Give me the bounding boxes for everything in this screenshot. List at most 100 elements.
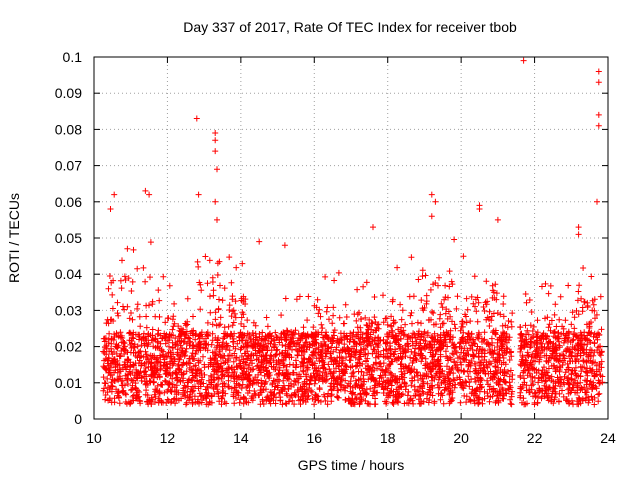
data-point-marker — [286, 371, 293, 378]
data-point-marker — [311, 401, 318, 408]
data-point-marker — [508, 401, 515, 408]
data-point-marker — [475, 299, 482, 306]
data-point-marker — [294, 386, 301, 393]
data-point-marker — [276, 390, 283, 397]
data-point-marker — [289, 346, 295, 353]
data-point-marker — [113, 386, 120, 393]
data-point-marker — [218, 401, 225, 408]
data-point-marker — [212, 316, 219, 323]
data-point-marker — [244, 317, 251, 324]
data-point-marker — [150, 374, 157, 381]
data-point-marker — [179, 347, 185, 354]
data-point-marker — [324, 334, 331, 341]
data-point-marker — [351, 338, 358, 345]
data-point-marker — [240, 293, 247, 300]
data-point-marker — [598, 326, 605, 333]
data-point-marker — [370, 346, 377, 353]
data-point-marker — [402, 321, 409, 328]
data-point-marker — [264, 393, 271, 400]
data-point-marker — [238, 353, 245, 359]
data-point-marker — [236, 399, 243, 406]
data-point-marker — [151, 363, 158, 370]
data-point-marker — [259, 347, 266, 354]
data-point-marker — [142, 278, 149, 285]
data-point-marker — [157, 365, 164, 372]
data-point-marker — [397, 301, 404, 308]
data-point-marker — [115, 312, 122, 319]
data-point-marker — [339, 360, 346, 367]
data-point-marker — [372, 401, 379, 408]
data-point-marker — [365, 366, 372, 372]
data-point-marker — [136, 372, 143, 379]
data-point-marker — [194, 378, 200, 385]
data-point-marker — [313, 355, 320, 362]
data-point-marker — [240, 394, 247, 401]
data-point-marker — [101, 338, 108, 345]
data-point-marker — [106, 330, 113, 337]
data-point-marker — [347, 364, 354, 371]
data-point-marker — [446, 268, 453, 275]
data-point-marker — [226, 384, 232, 391]
y-tick-label: 0.04 — [55, 266, 82, 282]
data-point-marker — [270, 377, 277, 384]
data-point-marker — [316, 375, 323, 382]
chart-title: Day 337 of 2017, Rate Of TEC Index for r… — [183, 19, 517, 35]
data-point-marker — [427, 286, 434, 293]
data-point-marker — [183, 322, 189, 329]
data-point-marker — [221, 324, 228, 331]
data-point-marker — [184, 295, 191, 302]
data-point-marker — [323, 308, 330, 315]
data-point-marker — [334, 393, 340, 400]
data-point-marker — [266, 375, 273, 382]
data-point-marker — [329, 320, 336, 327]
data-point-marker — [467, 318, 474, 325]
data-point-marker — [204, 383, 211, 390]
data-point-marker — [220, 335, 227, 342]
data-point-marker — [358, 394, 365, 401]
data-point-marker — [312, 329, 319, 336]
data-point-marker — [328, 344, 335, 351]
data-point-marker — [155, 330, 162, 337]
data-point-marker — [436, 274, 442, 281]
data-point-marker — [272, 352, 279, 359]
data-point-marker — [147, 274, 153, 281]
data-point-marker — [120, 303, 126, 310]
data-point-marker — [164, 396, 171, 403]
data-point-marker — [117, 277, 124, 284]
data-point-marker — [245, 399, 252, 406]
data-point-marker — [300, 368, 307, 375]
data-point-marker — [129, 377, 136, 384]
data-point-marker — [128, 377, 135, 383]
data-point-marker — [268, 363, 275, 370]
data-point-marker — [122, 390, 129, 397]
data-point-marker — [284, 328, 291, 335]
data-point-marker — [367, 401, 373, 408]
data-point-marker — [302, 339, 309, 346]
data-point-marker — [178, 351, 184, 358]
data-point-marker — [595, 79, 602, 86]
data-point-marker — [595, 122, 602, 129]
data-point-marker — [230, 335, 237, 342]
data-point-marker — [440, 400, 447, 407]
data-point-marker — [454, 293, 461, 300]
data-point-marker — [373, 350, 380, 357]
data-point-marker — [233, 363, 240, 370]
data-point-marker — [106, 348, 113, 355]
data-point-marker — [238, 344, 245, 351]
data-point-marker — [326, 316, 332, 323]
data-point-marker — [158, 398, 165, 405]
data-point-marker — [500, 301, 507, 307]
data-point-marker — [301, 348, 308, 355]
data-point-marker — [266, 369, 273, 376]
data-point-marker — [411, 392, 417, 399]
data-point-marker — [377, 360, 384, 367]
data-point-marker — [142, 348, 149, 355]
data-point-marker — [213, 382, 220, 389]
data-point-marker — [193, 115, 200, 122]
data-point-marker — [338, 336, 345, 343]
data-point-marker — [291, 382, 297, 388]
data-point-marker — [214, 166, 220, 173]
data-point-marker — [387, 369, 393, 376]
data-point-marker — [243, 337, 250, 344]
